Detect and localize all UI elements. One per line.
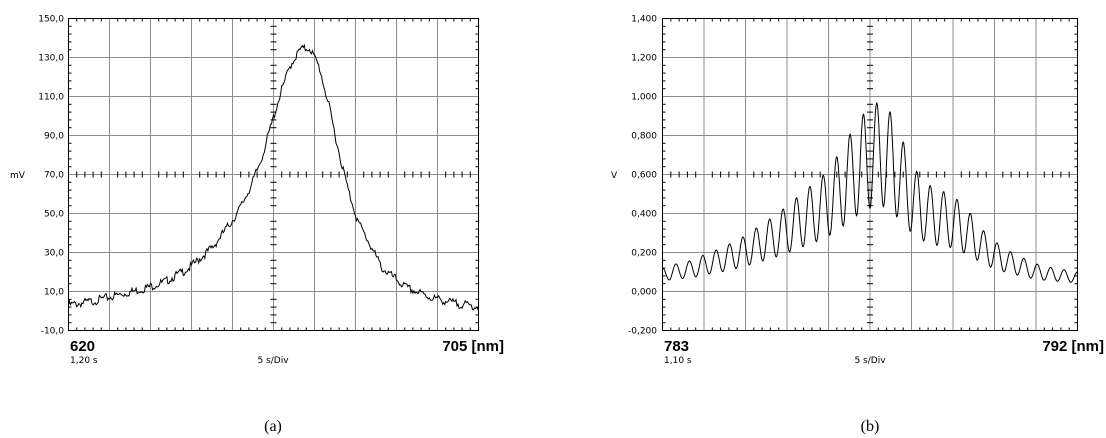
y-tick-label: 1,200 <box>631 54 657 64</box>
plot-frame-a <box>68 18 479 331</box>
x-end-label-b: 792 [nm] <box>1042 338 1104 355</box>
y-tick-label: 130,0 <box>38 54 64 64</box>
y-tick-label: 150,0 <box>38 15 64 25</box>
x-start-label-a: 620 <box>70 338 95 355</box>
y-axis-unit-a: mV <box>10 171 26 181</box>
y-tick-label: 110,0 <box>38 93 64 103</box>
grid-a <box>68 18 479 331</box>
time-label-a: 1,20 s <box>70 356 98 366</box>
y-tick-label: 1,000 <box>631 93 657 103</box>
minor-ticks-b <box>662 18 1078 331</box>
y-tick-label: 1,400 <box>631 15 657 25</box>
div-label-b: 5 s/Div <box>854 356 886 366</box>
caption-a: (a) <box>264 418 282 435</box>
caption-b: (b) <box>861 418 880 435</box>
x-end-label-a: 705 [nm] <box>442 338 504 355</box>
trace-b <box>662 102 1078 283</box>
chart-panel-a: 150,0 130,0 110,0 90,0 70,0 50,0 30,0 10,0 -10,0… <box>10 15 504 436</box>
y-tick-label: 10,0 <box>44 288 64 298</box>
y-tick-label: 0,600 <box>631 171 657 181</box>
div-label-a: 5 s/Div <box>257 356 289 366</box>
y-tick-label: 0,400 <box>631 210 657 220</box>
y-tick-label: 90,0 <box>44 132 64 142</box>
trace-a <box>68 43 479 311</box>
y-tick-label: 50,0 <box>44 210 64 220</box>
y-tick-label: 0,200 <box>631 249 657 259</box>
y-axis-unit-b: V <box>611 171 618 181</box>
x-start-label-b: 783 <box>664 338 689 355</box>
y-tick-label: 0,800 <box>631 132 657 142</box>
y-tick-labels-a: 150,0 130,0 110,0 90,0 70,0 50,0 30,0 10,0 -10,0 <box>38 15 64 337</box>
y-tick-label: 70,0 <box>44 171 64 181</box>
chart-panel-b: 1,400 1,200 1,000 0,800 0,600 0,400 0,200 0,000… <box>611 15 1104 436</box>
y-tick-label: 30,0 <box>44 249 64 259</box>
time-label-b: 1,10 s <box>664 356 692 366</box>
plot-frame-b <box>662 18 1078 331</box>
y-tick-label: -10,0 <box>41 327 65 337</box>
y-tick-label: -0,200 <box>628 327 657 337</box>
y-tick-labels-b: 1,400 1,200 1,000 0,800 0,600 0,400 0,200 0,000… <box>628 15 657 337</box>
y-tick-label: 0,000 <box>631 288 657 298</box>
grid-b <box>662 18 1078 331</box>
